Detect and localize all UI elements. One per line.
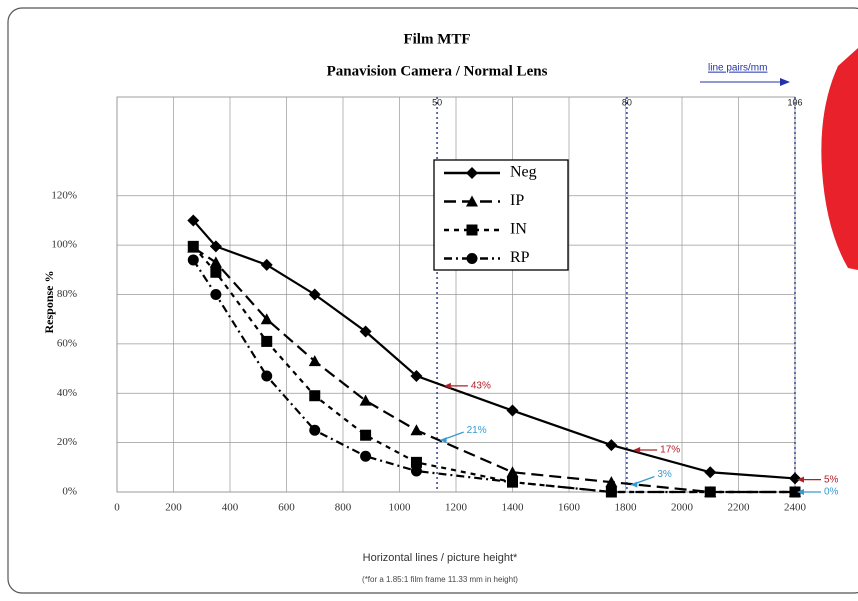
marker	[309, 390, 321, 402]
marker	[410, 424, 423, 436]
secondary-axis-arrowhead	[780, 78, 790, 86]
marker	[360, 450, 372, 462]
marker	[261, 335, 273, 347]
annotation-label: 17%	[660, 445, 680, 456]
marker	[789, 486, 801, 498]
x-tick-label: 2000	[671, 502, 694, 514]
marker	[466, 195, 478, 207]
x-tick-label: 800	[335, 502, 352, 514]
marker	[466, 253, 478, 264]
y-tick-label: 0%	[62, 486, 77, 498]
x-tick-label: 2200	[728, 502, 751, 514]
annotation-arrowhead	[443, 382, 451, 389]
annotation: 21%	[439, 425, 487, 444]
marker	[308, 355, 321, 367]
series-line	[192, 219, 796, 480]
annotation: 0%	[797, 487, 839, 498]
marker	[605, 486, 617, 498]
y-axis-label: Response %	[42, 270, 56, 333]
footnote: (*for a 1.85:1 film frame 11.33 mm in he…	[362, 575, 518, 584]
marker	[360, 429, 372, 441]
marker	[605, 476, 618, 488]
x-tick-label: 600	[278, 502, 295, 514]
y-tick-label: 20%	[57, 436, 77, 448]
annotation: 5%	[797, 474, 839, 485]
y-tick-label: 100%	[51, 239, 77, 251]
legend-label: Neg	[510, 164, 537, 181]
marker	[410, 369, 423, 382]
x-tick-label: 1000	[389, 502, 412, 514]
marker	[209, 240, 222, 253]
series-line	[192, 246, 795, 494]
x-tick-label: 1800	[615, 502, 638, 514]
marker	[704, 466, 717, 479]
marker	[359, 325, 372, 338]
marker	[466, 224, 478, 236]
annotation: 17%	[633, 445, 680, 456]
x-axis-label: Horizontal lines / picture height*	[363, 552, 518, 564]
x-tick-label: 0	[114, 502, 120, 514]
frame	[7, 7, 858, 594]
marker	[210, 289, 222, 300]
annotation-label: 21%	[467, 425, 487, 436]
annotation: 43%	[443, 380, 491, 391]
marker	[187, 254, 199, 266]
legend-label: IN	[510, 221, 527, 238]
marker	[605, 439, 618, 452]
marker	[309, 424, 321, 436]
y-tick-label: 60%	[57, 337, 77, 349]
x-tick-label: 1200	[445, 502, 468, 514]
chart-title: Film MTF	[403, 31, 470, 47]
legend: Neg IP IN RP	[433, 159, 569, 271]
y-tick-label: 120%	[51, 189, 77, 201]
marker	[260, 258, 273, 271]
x-tick-label: 1600	[558, 502, 581, 514]
annotation-label: 3%	[657, 469, 672, 480]
legend-box	[433, 159, 569, 271]
marker	[210, 266, 222, 278]
annotation-label: 43%	[471, 380, 491, 391]
marker	[308, 288, 321, 301]
annotation-arrowhead	[633, 447, 641, 454]
legend-label: RP	[510, 249, 530, 266]
marker	[506, 466, 519, 478]
marker	[410, 456, 422, 468]
y-tick-label: 80%	[57, 288, 77, 300]
annotation-arrowhead	[797, 476, 804, 483]
marker	[209, 256, 222, 268]
decoration	[821, 48, 858, 270]
reference-label: 80	[622, 97, 632, 107]
x-tick-label: 1400	[502, 502, 525, 514]
reference-label: 106	[787, 97, 802, 107]
y-tick-label: 40%	[57, 387, 77, 399]
annotation: 3%	[630, 469, 672, 488]
x-tick-label: 400	[222, 502, 239, 514]
marker	[506, 404, 519, 417]
annotation-label: 0%	[824, 487, 839, 498]
annotation-arrowhead	[439, 437, 447, 444]
x-tick-label: 200	[165, 502, 182, 514]
x-tick-label: 2400	[784, 502, 807, 514]
marker	[187, 240, 199, 252]
marker	[359, 394, 372, 406]
marker	[261, 370, 273, 382]
marker	[410, 465, 422, 477]
chart-subtitle: Panavision Camera / Normal Lens	[327, 63, 548, 79]
marker	[704, 486, 716, 498]
legend-label: IP	[510, 192, 524, 209]
annotation-label: 5%	[824, 474, 839, 485]
marker	[260, 313, 273, 325]
marker	[507, 476, 518, 488]
reference-label: 50	[432, 97, 442, 107]
marker	[466, 167, 478, 179]
series-line	[192, 259, 795, 494]
annotation-arrowhead	[630, 481, 638, 488]
annotation-arrowhead	[797, 489, 804, 495]
secondary-axis-label: line pairs/mm	[708, 63, 767, 74]
marker	[187, 214, 200, 227]
marker	[789, 472, 801, 485]
